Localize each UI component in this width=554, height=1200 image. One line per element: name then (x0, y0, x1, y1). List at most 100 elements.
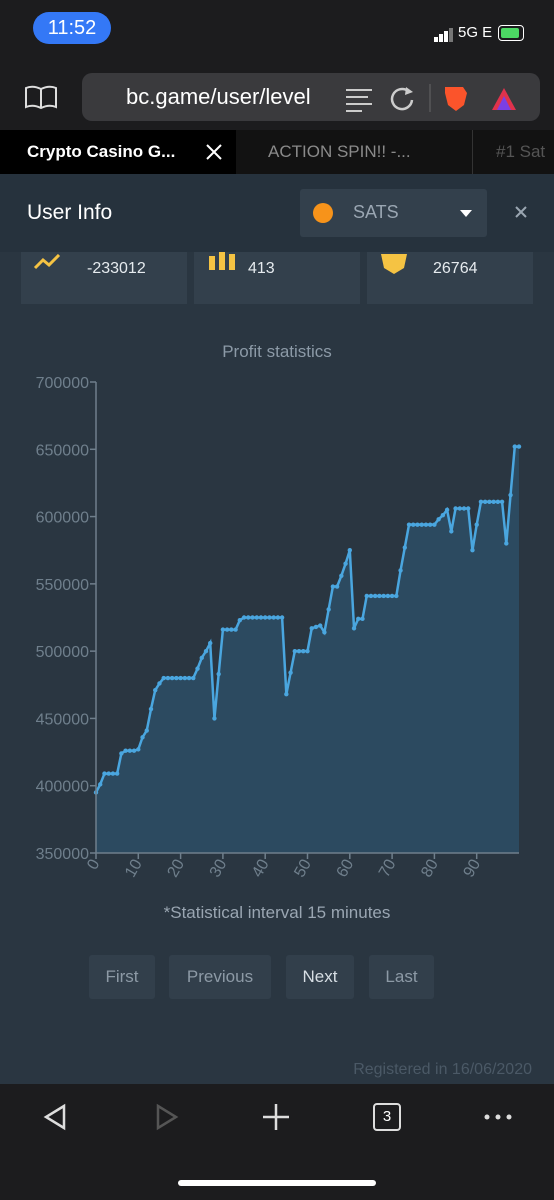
point (487, 499, 492, 504)
point (402, 545, 407, 550)
previous-button[interactable]: Previous (169, 955, 271, 999)
bookmarks-icon[interactable] (24, 84, 58, 110)
y-tick-label: 650000 (36, 442, 89, 459)
point (296, 648, 302, 654)
point (212, 716, 217, 721)
point (102, 771, 107, 776)
point (165, 675, 171, 681)
point (322, 630, 327, 635)
point (114, 771, 120, 776)
point (224, 627, 230, 632)
point (427, 522, 433, 527)
point (110, 771, 116, 776)
point (389, 593, 395, 599)
point (313, 624, 319, 630)
point (131, 748, 137, 753)
point (144, 728, 149, 733)
point (457, 506, 462, 511)
point (394, 593, 399, 599)
tab-title[interactable]: ACTION SPIN!! -... (268, 142, 411, 161)
point (208, 640, 213, 646)
point (258, 615, 264, 620)
y-tick-label: 600000 (36, 510, 89, 527)
point (195, 666, 200, 671)
area (96, 446, 519, 853)
y-tick-label: 550000 (36, 577, 89, 594)
x-tick-label: 30 (207, 856, 231, 880)
point (499, 499, 505, 504)
chart: 350000 400000 450000 500000 550000 600000 6500… (36, 375, 522, 880)
point (364, 593, 369, 599)
point (377, 593, 382, 599)
point (216, 671, 221, 677)
registered: Registered in 16/06/2020 (353, 1061, 532, 1078)
last-button[interactable]: Last (369, 955, 434, 999)
point (305, 648, 310, 654)
x-tick-label: 70 (376, 856, 400, 880)
point (317, 623, 323, 628)
point (309, 626, 314, 631)
point (169, 675, 175, 681)
point (106, 771, 111, 776)
next-button[interactable]: Next (286, 955, 354, 999)
point (478, 499, 484, 504)
point (474, 522, 479, 527)
point (199, 655, 204, 661)
point (301, 648, 306, 654)
currency: SATS (353, 202, 399, 222)
point (466, 506, 471, 511)
close-tab[interactable] (205, 143, 223, 161)
point (385, 593, 391, 599)
tab-count[interactable]: 3 (382, 1108, 392, 1125)
point (288, 670, 293, 675)
point (398, 568, 403, 573)
point (237, 617, 243, 623)
point (275, 615, 281, 620)
point (356, 616, 361, 622)
tab-title: Crypto Casino G... (27, 142, 176, 161)
point (123, 748, 128, 753)
point (423, 522, 429, 527)
y-tick-label: 350000 (36, 846, 89, 863)
point (250, 615, 255, 620)
point (411, 522, 416, 527)
point (470, 548, 475, 553)
x-tick-label: 10 (122, 856, 146, 880)
tab-title[interactable]: #1 Sat (496, 142, 546, 161)
point (233, 627, 238, 632)
point (372, 593, 378, 599)
y-tick-label: 700000 (36, 375, 89, 392)
point (491, 499, 496, 504)
y-tick-label: 400000 (36, 779, 89, 796)
coin-icon (313, 203, 333, 223)
point (263, 615, 268, 620)
point (339, 573, 344, 578)
point (330, 584, 336, 589)
point (186, 675, 192, 681)
point (161, 675, 166, 681)
point (292, 648, 298, 654)
point (119, 751, 124, 756)
point (512, 444, 517, 449)
close-modal[interactable] (514, 205, 528, 219)
point (326, 607, 331, 612)
point (495, 499, 501, 504)
point (148, 706, 154, 712)
signal (434, 28, 458, 42)
point (415, 522, 420, 527)
stat-card: 26764 (367, 252, 533, 304)
point (191, 675, 196, 681)
point (279, 615, 285, 620)
x-tick-label: 20 (164, 856, 188, 880)
point (254, 615, 259, 620)
first-button[interactable]: First (89, 955, 155, 999)
stat-card: 413 (194, 252, 360, 304)
dropdown-arrow (460, 210, 472, 217)
point (284, 692, 289, 697)
point (203, 648, 209, 654)
point (174, 675, 179, 681)
active-tab[interactable] (0, 130, 236, 174)
chart-title: Profit statistics (222, 342, 332, 361)
network: 5G E (458, 24, 493, 41)
